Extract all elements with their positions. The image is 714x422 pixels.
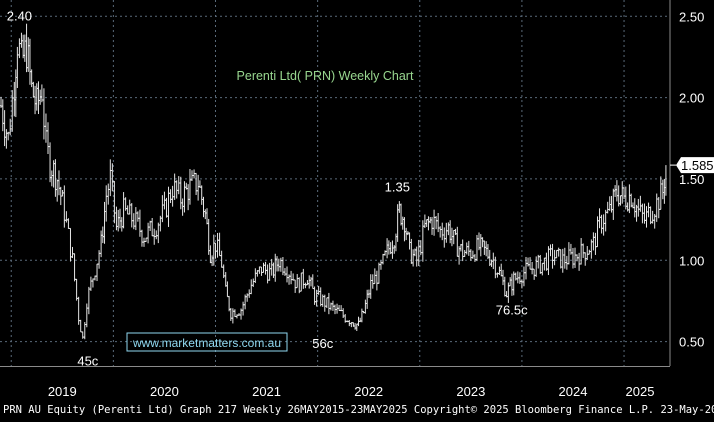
annotation-layer: 2.40 45c 56c 1.35 76.5c 1.585	[7, 9, 714, 369]
price-annotation: 2.40	[7, 9, 32, 24]
watermark-text: www.marketmatters.com.au	[132, 336, 281, 350]
last-price-tag-bg	[676, 157, 714, 174]
price-series	[0, 23, 667, 340]
chart-title: Perenti Ltd( PRN) Weekly Chart	[237, 69, 414, 83]
y-tick-label: 0.50	[679, 335, 704, 350]
x-tick-label: 2025	[626, 384, 655, 399]
x-tick-label: 2023	[456, 384, 485, 399]
last-price-label: 1.585	[681, 158, 714, 173]
grid-layer	[0, 0, 670, 366]
footer-text: PRN AU Equity (Perenti Ltd) Graph 217 We…	[3, 404, 714, 416]
price-annotation: 56c	[312, 336, 333, 351]
y-tick-label: 1.50	[679, 172, 704, 187]
price-annotation: 45c	[77, 354, 98, 369]
price-annotation: 76.5c	[496, 302, 528, 317]
x-tick-label: 2021	[252, 384, 281, 399]
y-tick-label: 2.00	[679, 91, 704, 106]
watermark-box	[126, 332, 288, 352]
x-tick-label: 2020	[150, 384, 179, 399]
price-annotation: 1.35	[385, 179, 410, 194]
x-tick-label: 2019	[48, 384, 77, 399]
y-tick-label: 2.50	[679, 9, 704, 24]
x-tick-label: 2024	[559, 384, 588, 399]
x-tick-label: 2022	[354, 384, 383, 399]
last-price-tag: 1.585	[676, 157, 714, 174]
footer-bar	[0, 401, 714, 417]
y-tick-label: 1.00	[679, 253, 704, 268]
axis-layer: 0.50 1.00 1.50 2.00 2.50 2019 2020 2021 2022 2023…	[0, 0, 704, 399]
